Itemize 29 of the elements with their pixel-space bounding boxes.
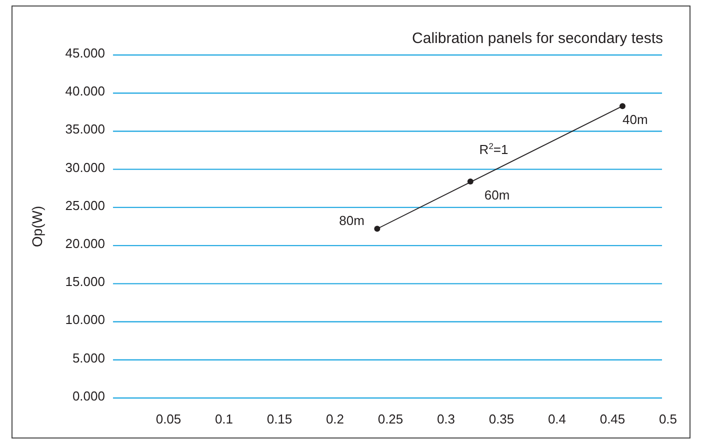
x-tick-label: 0.3 [436,411,456,426]
x-tick-label: 0.05 [156,411,182,426]
y-tick-label: 30.000 [65,160,105,175]
x-tick-label: 0.4 [548,411,566,426]
x-tick-label: 0.5 [658,411,678,426]
chart-title: Calibration panels for secondary tests [412,30,663,47]
y-tick-label: 45.000 [65,45,105,60]
annotation: 40m [622,112,648,128]
y-tick-label: 10.000 [65,312,105,328]
x-tick-label: 0.25 [378,411,404,426]
x-tick-label: 0.1 [214,411,234,426]
point [374,226,380,232]
y-tick-label: 15.000 [65,274,105,290]
x-tick-label: 0.45 [600,411,626,426]
x-tick-label: 0.15 [266,411,292,426]
x-tick-label: 0.2 [326,411,344,426]
y-axis-title: Op(W) [29,206,45,248]
y-tick-label: 5.000 [72,350,105,366]
y-tick-label: 40.000 [65,84,105,99]
point [619,103,626,110]
point [467,178,474,185]
annotation: 80m [339,212,364,228]
y-tick-label: 25.000 [65,198,105,213]
x-tick-label: 0.35 [488,411,514,426]
y-tick-label: 0.000 [72,388,105,404]
y-tick-label: 35.000 [65,122,105,137]
y-tick-label: 20.000 [65,236,105,251]
annotation: R$^{2}$=1 [479,141,508,158]
annotation: 60m [484,188,510,203]
